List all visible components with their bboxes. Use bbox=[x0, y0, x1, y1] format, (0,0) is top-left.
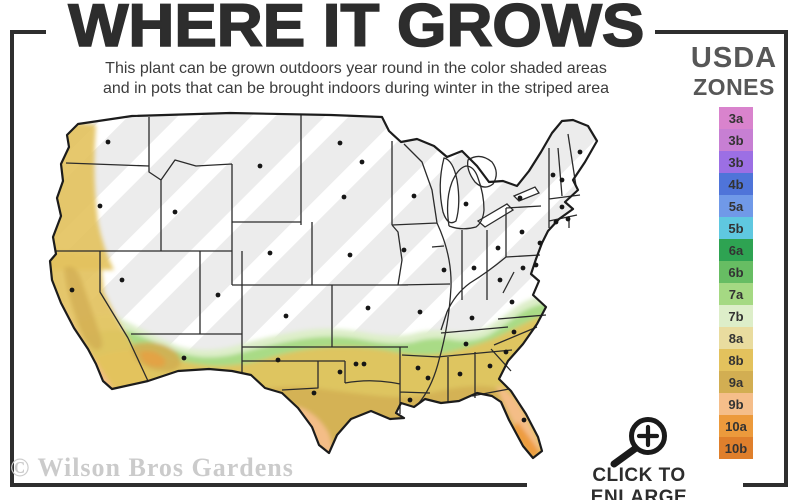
legend-zone-swatch: 5b bbox=[719, 217, 753, 239]
subtitle: This plant can be grown outdoors year ro… bbox=[0, 59, 712, 99]
legend-zone-swatch: 3b bbox=[719, 129, 753, 151]
zone-legend: 3a 3b 3b 4b 5a 5b 6a 6b 7a 7b 8a 8b 9a 9… bbox=[719, 107, 753, 459]
legend-zone-swatch: 8b bbox=[719, 349, 753, 371]
legend-zone-label: 9b bbox=[728, 396, 744, 412]
us-outline bbox=[48, 111, 599, 460]
legend-zone-swatch: 6b bbox=[719, 261, 753, 283]
subtitle-line-1: This plant can be grown outdoors year ro… bbox=[105, 60, 607, 77]
subtitle-line-2: and in pots that can be brought indoors … bbox=[102, 80, 610, 97]
legend-zone-swatch: 9b bbox=[719, 393, 753, 415]
page-title: WHERE IT GROWS bbox=[68, 0, 646, 59]
frame-left bbox=[10, 30, 14, 487]
legend-zone-label: 3b bbox=[728, 154, 744, 170]
legend-zone-swatch: 4b bbox=[719, 173, 753, 195]
legend-zone-label: 4b bbox=[728, 176, 744, 192]
legend-title-usda: USDA bbox=[690, 42, 778, 74]
state-center-dots bbox=[69, 139, 583, 423]
legend-zone-swatch: 10a bbox=[719, 415, 753, 437]
legend-zone-label: 6b bbox=[728, 264, 744, 280]
frame-bottom-right bbox=[743, 483, 788, 487]
legend-zone-label: 3b bbox=[728, 132, 744, 148]
frame-top-right bbox=[655, 30, 788, 34]
watermark: © Wilson Bros Gardens bbox=[10, 453, 294, 482]
frame-top-left bbox=[10, 30, 46, 34]
legend-zone-label: 6a bbox=[728, 242, 744, 258]
legend-zone-label: 5a bbox=[728, 198, 744, 214]
legend-zone-label: 8a bbox=[728, 330, 744, 346]
legend-zone-swatch: 7a bbox=[719, 283, 753, 305]
legend-zone-swatch: 3a bbox=[719, 107, 753, 129]
legend-zone-label: 3a bbox=[728, 110, 744, 126]
legend-zone-swatch: 8a bbox=[719, 327, 753, 349]
legend-zone-label: 7a bbox=[728, 286, 744, 302]
legend-zone-label: 10b bbox=[724, 440, 748, 456]
legend-zone-swatch: 9a bbox=[719, 371, 753, 393]
legend-zone-swatch: 6a bbox=[719, 239, 753, 261]
legend-zone-label: 5b bbox=[728, 220, 744, 236]
legend-zone-label: 10a bbox=[725, 418, 747, 434]
legend-zone-label: 9a bbox=[728, 374, 744, 390]
magnifier-plus-icon[interactable] bbox=[598, 406, 674, 470]
state-borders bbox=[55, 114, 581, 414]
legend-zone-label: 8b bbox=[728, 352, 744, 368]
legend-title: USDA ZONES bbox=[678, 44, 790, 99]
lake-erie bbox=[476, 203, 515, 228]
click-to-enlarge-button[interactable]: CLICK TO ENLARGE bbox=[590, 465, 688, 500]
legend-title-zones: ZONES bbox=[693, 74, 775, 100]
frame-bottom-left bbox=[10, 483, 527, 487]
frame-right bbox=[784, 30, 788, 487]
legend-zone-swatch: 3b bbox=[719, 151, 753, 173]
legend-zone-swatch: 7b bbox=[719, 305, 753, 327]
legend-zone-label: 7b bbox=[728, 308, 744, 324]
legend-zone-swatch: 10b bbox=[719, 437, 753, 459]
legend-zone-swatch: 5a bbox=[719, 195, 753, 217]
